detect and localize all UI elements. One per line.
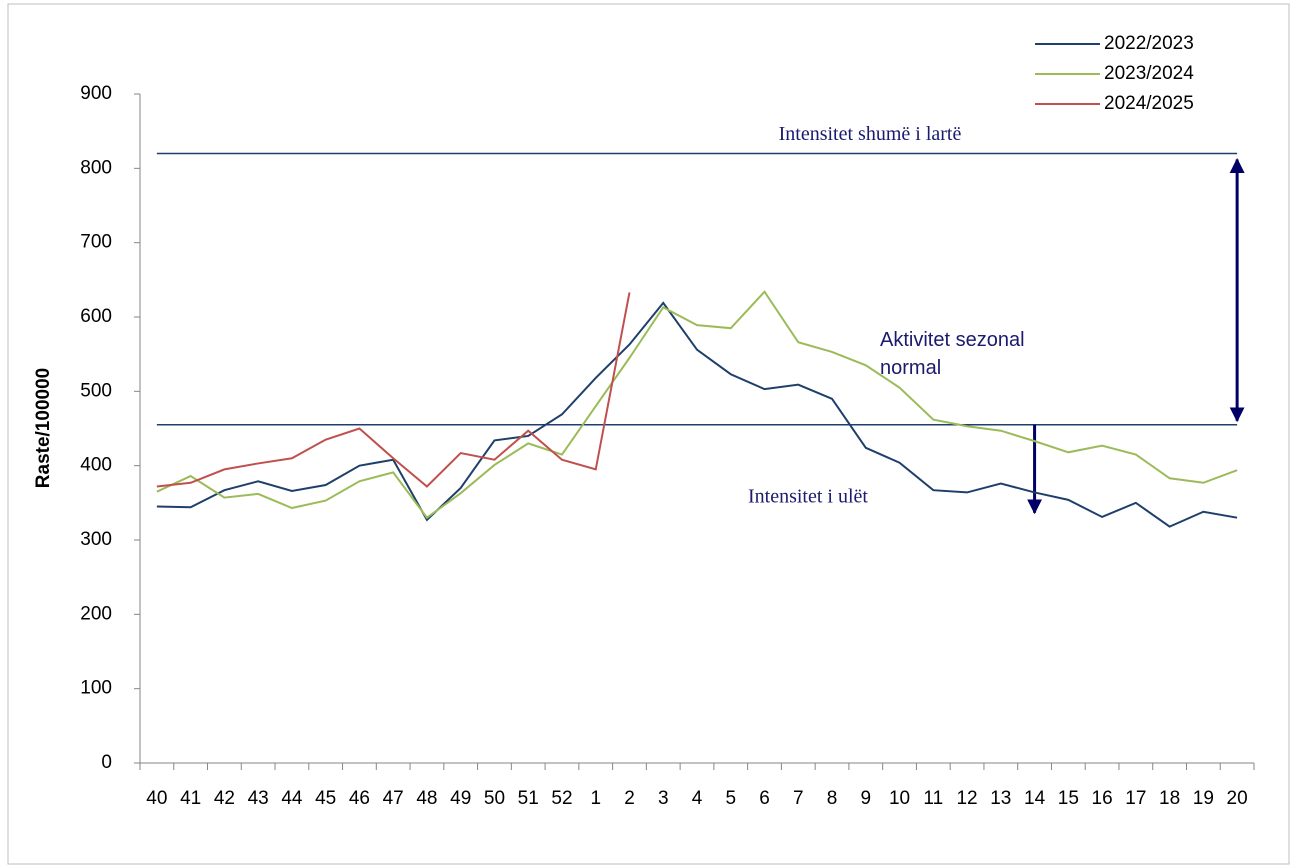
annotation: Aktivitet sezonal normal: [880, 329, 1025, 379]
x-tick-label: 41: [180, 788, 201, 809]
x-tick-label: 19: [1193, 788, 1214, 809]
x-tick-label: 18: [1159, 788, 1180, 809]
x-tick-label: 1: [590, 788, 601, 809]
x-tick-label: 49: [450, 788, 471, 809]
legend-label: 2022/2023: [1104, 33, 1194, 54]
y-tick-label: 400: [80, 455, 112, 476]
x-tick-label: 6: [759, 788, 770, 809]
x-tick-label: 7: [793, 788, 804, 809]
y-tick-label: 600: [80, 306, 112, 327]
x-tick-label: 11: [923, 788, 943, 809]
x-tick-label: 40: [146, 788, 167, 809]
y-tick-label: 100: [80, 678, 112, 699]
x-tick-label: 20: [1227, 788, 1248, 809]
reference-label: Intensitet shumë i lartë: [779, 123, 962, 145]
y-tick-label: 700: [80, 232, 112, 253]
x-tick-label: 46: [349, 788, 370, 809]
series-line: [156, 301, 1238, 528]
x-tick-label: 43: [248, 788, 269, 809]
series-line: [156, 290, 1238, 520]
x-tick-label: 2: [624, 788, 635, 809]
y-tick-label: 200: [80, 603, 112, 624]
x-tick-label: 42: [214, 788, 235, 809]
x-tick-label: 15: [1058, 788, 1079, 809]
x-tick-label: 9: [860, 788, 871, 809]
x-tick-label: 12: [956, 788, 977, 809]
y-tick-label: 300: [80, 529, 112, 550]
y-tick-label: 0: [101, 752, 112, 773]
x-tick-label: 47: [383, 788, 404, 809]
y-tick-label: 500: [80, 380, 112, 401]
x-tick-label: 5: [725, 788, 736, 809]
reference-label: Intensitet i ulët: [748, 485, 868, 507]
x-tick-label: 14: [1024, 788, 1046, 809]
x-tick-label: 44: [281, 788, 303, 809]
x-tick-label: 3: [658, 788, 669, 809]
series-line: [156, 292, 631, 488]
x-tick-label: 50: [484, 788, 505, 809]
y-tick-label: 900: [80, 83, 112, 104]
x-tick-label: 51: [518, 788, 539, 809]
x-tick-label: 16: [1092, 788, 1113, 809]
x-tick-label: 45: [315, 788, 336, 809]
y-tick-label: 800: [80, 157, 112, 178]
legend-label: 2024/2025: [1104, 93, 1194, 114]
y-axis-label: Raste/100000: [33, 368, 54, 488]
x-tick-label: 48: [416, 788, 437, 809]
x-tick-label: 10: [889, 788, 910, 809]
x-tick-label: 52: [551, 788, 572, 809]
frame: [7, 3, 1290, 865]
x-tick-label: 4: [692, 788, 703, 809]
legend-label: 2023/2024: [1104, 63, 1194, 84]
x-tick-label: 17: [1125, 788, 1146, 809]
x-tick-label: 8: [827, 788, 838, 809]
x-tick-label: 13: [990, 788, 1011, 809]
